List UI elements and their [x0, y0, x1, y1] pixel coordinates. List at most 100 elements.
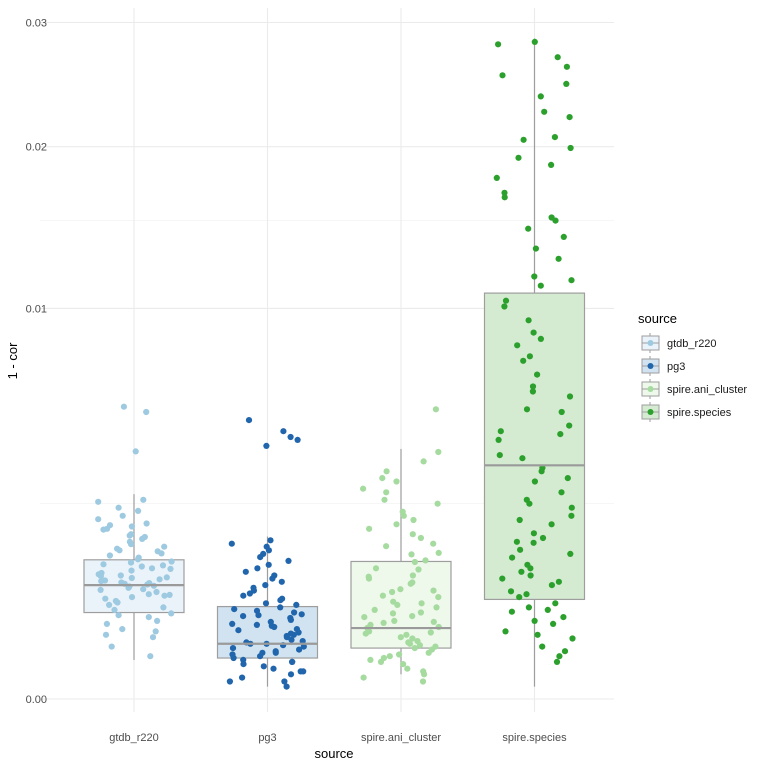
x-tick-label: gtdb_r220	[109, 732, 159, 744]
data-point	[269, 575, 276, 582]
data-point	[240, 656, 247, 664]
data-point	[526, 353, 534, 360]
legend: source gtdb_r220 pg3 spire.ani_clusterspir…	[638, 311, 747, 422]
data-point	[568, 277, 575, 284]
data-point	[519, 455, 526, 462]
data-point	[566, 422, 573, 429]
data-point	[226, 678, 233, 685]
data-point	[518, 568, 525, 575]
data-point	[566, 114, 573, 121]
data-point	[497, 428, 504, 435]
data-point	[531, 38, 538, 46]
data-point	[95, 571, 102, 578]
data-point	[417, 534, 424, 542]
data-point	[544, 606, 551, 614]
data-point	[263, 442, 270, 449]
data-point	[383, 468, 390, 475]
data-point	[501, 194, 508, 201]
data-point	[102, 595, 109, 602]
data-point	[229, 620, 236, 628]
y-tick-label: 0.01	[26, 303, 47, 315]
plot-panel	[40, 8, 614, 712]
data-point	[538, 468, 545, 475]
data-point	[561, 648, 569, 655]
data-point	[161, 543, 168, 550]
data-point	[558, 408, 565, 416]
data-point	[525, 604, 533, 611]
data-point	[277, 597, 284, 604]
data-point	[407, 580, 414, 587]
data-point	[360, 674, 367, 681]
data-point	[557, 431, 564, 438]
data-point	[156, 576, 163, 583]
data-point	[229, 651, 236, 658]
series-pg3	[216, 417, 319, 690]
data-point	[532, 245, 540, 252]
data-point	[383, 489, 390, 496]
data-point	[108, 643, 115, 650]
box	[483, 292, 586, 601]
data-point	[433, 604, 440, 611]
y-tick-label: 0.03	[26, 18, 47, 30]
data-point	[128, 531, 135, 538]
data-point	[513, 538, 521, 545]
x-tick-label: spire.ani_cluster	[361, 732, 441, 744]
data-point	[128, 594, 136, 601]
y-tick-label: 0.02	[26, 142, 47, 154]
data-point	[372, 565, 380, 572]
x-tick-label: pg3	[258, 732, 276, 744]
data-point	[548, 582, 556, 589]
data-point	[253, 621, 260, 629]
data-point	[106, 552, 113, 559]
data-point	[527, 572, 534, 579]
data-point	[499, 575, 506, 582]
data-point	[411, 558, 418, 566]
x-tick-label: spire.species	[502, 732, 567, 744]
data-point	[386, 653, 393, 660]
data-point	[367, 656, 374, 664]
data-point	[496, 452, 503, 459]
data-point	[104, 525, 111, 532]
data-point	[391, 617, 398, 625]
x-axis-title: source	[314, 746, 353, 761]
data-point	[523, 406, 531, 413]
data-point	[537, 282, 544, 289]
legend-item: spire.ani_cluster	[641, 379, 747, 399]
data-point	[560, 233, 567, 240]
data-point	[434, 500, 441, 507]
data-point	[495, 41, 502, 48]
data-point	[362, 630, 369, 637]
data-point	[271, 623, 278, 631]
data-point	[516, 594, 523, 601]
data-point	[389, 610, 397, 617]
data-point	[523, 496, 530, 503]
data-point	[116, 547, 123, 554]
data-point	[250, 587, 257, 594]
data-point	[408, 551, 415, 558]
data-point	[529, 383, 537, 390]
data-point	[267, 618, 274, 626]
data-point	[495, 436, 502, 443]
data-point	[409, 572, 416, 579]
data-point	[409, 635, 416, 642]
data-point	[106, 601, 113, 609]
data-point	[568, 504, 575, 511]
data-point	[520, 357, 527, 364]
data-point	[418, 600, 425, 607]
data-point	[289, 658, 296, 666]
data-point	[166, 591, 173, 599]
data-point	[502, 628, 509, 635]
data-point	[148, 565, 156, 572]
data-point	[568, 512, 575, 519]
data-point	[515, 154, 522, 161]
data-point	[163, 574, 170, 581]
data-point	[366, 525, 373, 532]
y-tick-label: 0.00	[26, 694, 47, 706]
data-point	[400, 661, 407, 668]
data-point	[493, 174, 500, 181]
data-point	[140, 496, 147, 503]
data-point	[551, 134, 559, 141]
data-point	[411, 645, 418, 652]
data-point	[287, 433, 294, 441]
legend-key-point	[647, 363, 654, 369]
